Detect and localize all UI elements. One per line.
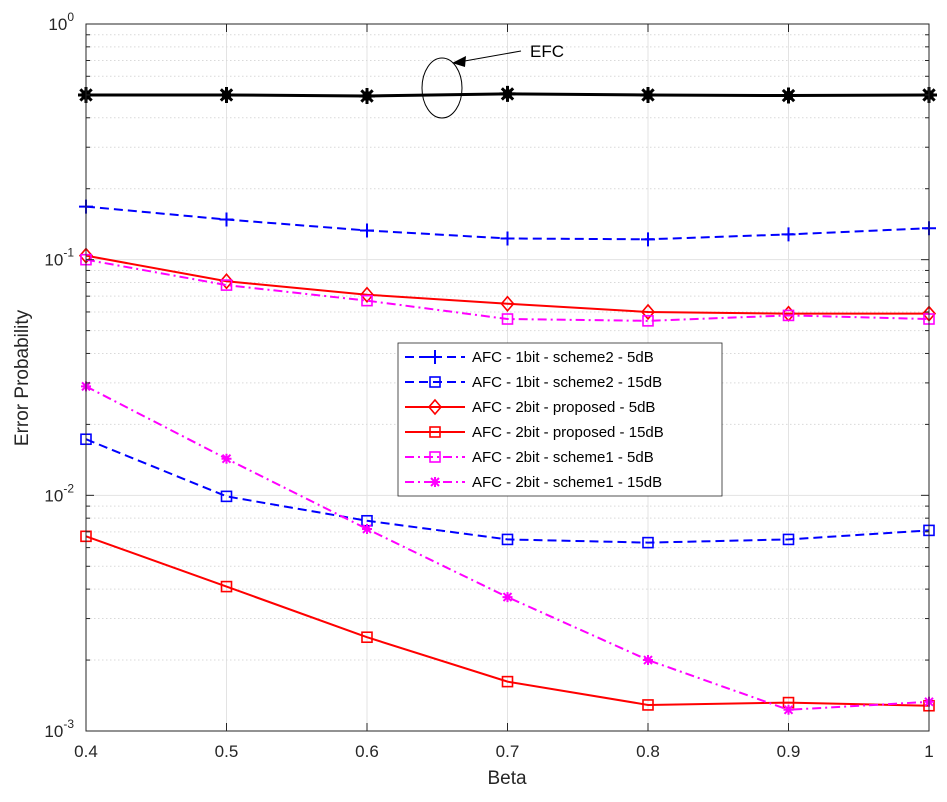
data-point-marker [500,231,515,246]
data-point-marker [783,704,794,715]
efc-annotation: EFC [421,42,564,119]
data-point-marker [783,90,794,101]
data-point-marker [781,227,796,242]
legend-marker [430,477,440,487]
efc-annotation-label: EFC [530,42,564,61]
series-line [85,535,930,707]
efc-ellipse [421,57,463,119]
data-point-marker [640,303,656,321]
legend-marker [428,350,442,364]
data-point-marker [361,631,373,644]
data-point-marker [362,91,372,101]
legend-label: AFC - 2bit - proposed - 5dB [472,399,655,416]
series-layer [77,85,938,715]
legend-marker [429,451,441,463]
y-tick-label: 10-1 [44,246,74,270]
legend-label: AFC - 1bit - scheme2 - 15dB [472,374,662,391]
data-point-marker [220,580,233,593]
data-point-marker [643,655,653,666]
x-axis-label: Beta [487,768,527,789]
legend-item: AFC - 2bit - scheme1 - 15dB [405,474,662,491]
data-point-marker [641,232,655,247]
x-tick-label: 0.5 [215,742,239,761]
data-point-marker [501,313,514,325]
x-tick-label: 0.7 [496,742,520,761]
data-point-marker [642,536,654,549]
x-tick-label: 0.4 [74,742,98,761]
data-point-marker [501,533,514,546]
legend-box [397,342,723,497]
legend-marker [429,426,441,438]
series-line [85,438,930,544]
legend-label: AFC - 2bit - proposed - 15dB [472,424,664,441]
series-afc-2bit-proposed-5db [78,247,937,322]
data-point-marker [643,90,653,100]
data-point-marker [219,273,234,290]
legend-item: AFC - 2bit - proposed - 5dB [405,398,655,416]
series-line [85,254,929,315]
legend-item: AFC - 1bit - scheme2 - 5dB [405,349,654,366]
series-line [85,258,930,322]
data-point-marker [220,279,233,291]
data-point-marker [219,212,234,227]
data-point-marker [500,295,515,312]
x-tick-label: 0.9 [777,742,801,761]
data-point-marker [359,286,375,303]
y-tick-label: 10-3 [44,717,74,741]
data-point-marker [221,90,232,100]
legend-item: AFC - 2bit - proposed - 15dB [405,424,664,441]
legend-label: AFC - 1bit - scheme2 - 5dB [472,349,654,366]
legend-label: AFC - 2bit - scheme1 - 15dB [472,474,662,491]
data-point-marker [220,490,233,503]
data-point-marker [361,294,373,307]
data-point-marker [362,523,372,534]
x-tick-label: 1 [924,742,933,761]
efc-arrowhead [452,56,466,67]
efc-arrow-line [458,50,522,63]
data-point-marker [642,315,654,327]
legend-marker [429,376,441,388]
legend-marker [427,398,443,416]
data-point-marker [502,89,513,99]
x-tick-label: 0.6 [355,742,379,761]
legend-item: AFC - 2bit - scheme1 - 5dB [405,449,654,466]
series-efc [77,85,938,104]
y-tick-label: 100 [48,10,74,34]
x-tick-label: 0.8 [636,742,660,761]
data-point-marker [502,592,513,603]
data-point-marker [221,453,232,464]
legend-label: AFC - 2bit - scheme1 - 5dB [472,449,654,466]
y-tick-label: 10-2 [44,481,74,505]
data-point-marker [360,223,374,238]
data-point-marker [782,533,795,546]
data-point-marker [782,309,795,322]
legend: AFC - 1bit - scheme2 - 5dB AFC - 1bit - s… [397,342,723,497]
y-axis-label: Error Probability [12,309,33,446]
legend-item: AFC - 1bit - scheme2 - 15dB [405,374,662,391]
data-point-marker [642,699,654,711]
data-point-marker [501,675,514,688]
